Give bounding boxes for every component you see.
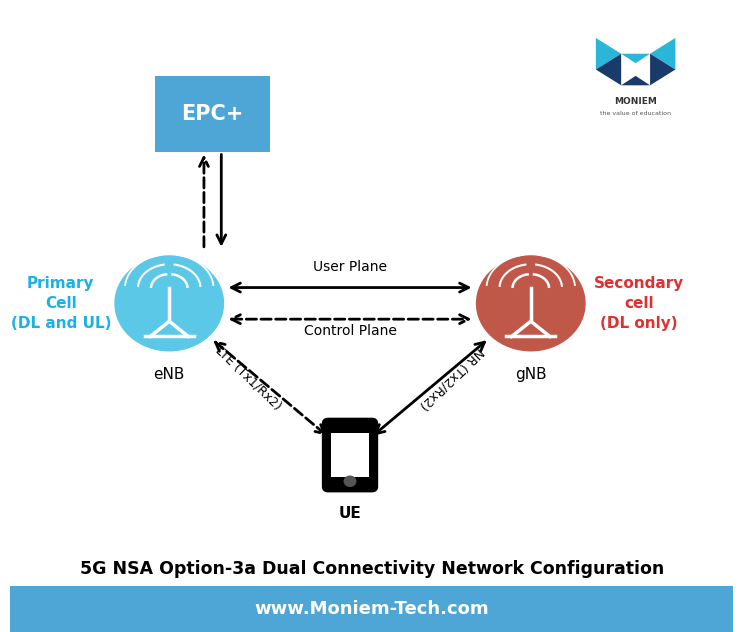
Polygon shape (650, 54, 675, 85)
Text: eNB: eNB (154, 367, 185, 382)
Text: Control Plane: Control Plane (304, 324, 396, 338)
Polygon shape (596, 54, 621, 85)
Text: UE: UE (338, 506, 361, 521)
Circle shape (344, 477, 355, 487)
Text: NR (Tx2/Rx2): NR (Tx2/Rx2) (418, 345, 486, 412)
FancyBboxPatch shape (331, 433, 369, 477)
Polygon shape (621, 54, 650, 63)
Text: EPC+: EPC+ (182, 104, 244, 124)
Circle shape (115, 256, 223, 351)
Polygon shape (650, 38, 675, 70)
FancyBboxPatch shape (10, 586, 733, 632)
Text: LTE (Tx1/Rx2): LTE (Tx1/Rx2) (213, 344, 284, 413)
Polygon shape (621, 76, 650, 85)
Text: MONIEM: MONIEM (614, 97, 657, 106)
Circle shape (477, 256, 585, 351)
Text: Primary
Cell
(DL and UL): Primary Cell (DL and UL) (10, 276, 111, 331)
FancyBboxPatch shape (154, 76, 270, 152)
FancyBboxPatch shape (322, 418, 378, 492)
Text: User Plane: User Plane (313, 260, 387, 274)
Text: gNB: gNB (515, 367, 547, 382)
Polygon shape (596, 38, 621, 70)
Text: www.Moniem-Tech.com: www.Moniem-Tech.com (254, 600, 489, 618)
Text: the value of education: the value of education (600, 111, 671, 116)
Text: Secondary
cell
(DL only): Secondary cell (DL only) (594, 276, 684, 331)
Text: 5G NSA Option-3a Dual Connectivity Network Configuration: 5G NSA Option-3a Dual Connectivity Netwo… (80, 560, 664, 578)
